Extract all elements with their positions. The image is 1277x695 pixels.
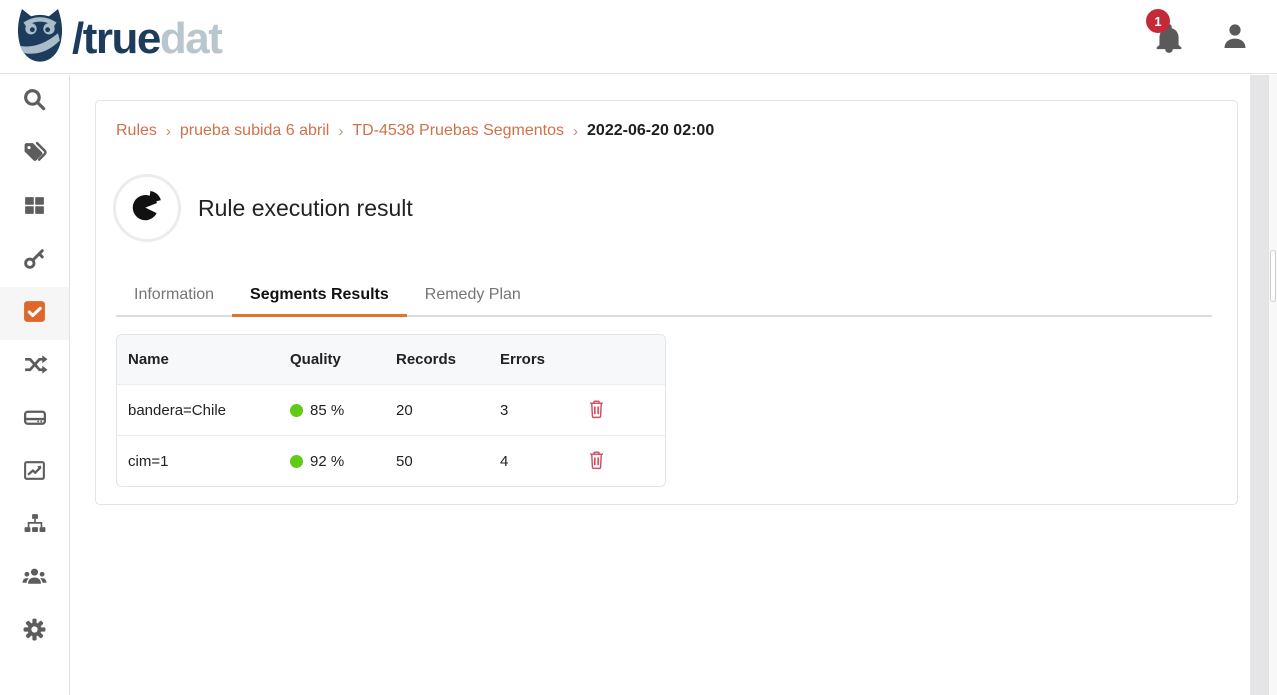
- breadcrumb-link-rule[interactable]: TD-4538 Pruebas Segmentos: [352, 122, 565, 139]
- main-content: Rules › prueba subida 6 abril › TD-4538 …: [71, 75, 1277, 695]
- breadcrumb-current-execution: 2022-06-20 02:00: [587, 122, 715, 139]
- content-gutter: [1250, 75, 1268, 695]
- errors-value: 4: [500, 452, 509, 470]
- column-header-name: Name: [128, 351, 169, 368]
- logo[interactable]: / true dat: [13, 8, 223, 69]
- quality-cell: 92 %: [279, 453, 385, 470]
- notifications-button[interactable]: 1: [1146, 9, 1186, 56]
- sidebar-item-search[interactable]: [0, 75, 69, 128]
- drive-icon: [22, 405, 48, 435]
- delete-segment-button[interactable]: [588, 398, 605, 419]
- column-header-quality: Quality: [290, 351, 341, 368]
- sidebar-item-shuffle[interactable]: [0, 340, 69, 393]
- chevron-right-icon: ›: [573, 123, 579, 140]
- brand-wordmark: / true dat: [72, 13, 223, 63]
- breadcrumb-link-group[interactable]: prueba subida 6 abril: [179, 122, 330, 139]
- bell-icon: [1152, 24, 1186, 60]
- search-icon: [22, 87, 47, 117]
- title-row: Rule execution result: [113, 174, 413, 242]
- sidebar-item-settings[interactable]: [0, 605, 69, 658]
- grid-icon: [22, 193, 47, 223]
- sidebar-item-grid[interactable]: [0, 181, 69, 234]
- owl-logo-icon: [13, 8, 67, 69]
- brand-true: true: [82, 13, 162, 63]
- quality-status-dot: [290, 454, 303, 468]
- page-title: Rule execution result: [198, 194, 413, 221]
- sidebar-item-tags[interactable]: [0, 128, 69, 181]
- table-header-row: Name Quality Records Errors: [117, 335, 665, 384]
- rule-result-card: Rules › prueba subida 6 abril › TD-4538 …: [95, 100, 1238, 505]
- delete-segment-button[interactable]: [588, 449, 605, 470]
- brand-slash: /: [72, 13, 84, 63]
- errors-value: 3: [500, 401, 509, 419]
- user-icon: [1219, 24, 1251, 56]
- quality-value: 85 %: [310, 401, 345, 419]
- users-icon: [21, 564, 48, 594]
- quality-cell: 85 %: [279, 402, 385, 419]
- tags-icon: [22, 140, 48, 170]
- notification-badge: 1: [1146, 9, 1170, 33]
- brand-dat: dat: [159, 13, 223, 63]
- table-row: bandera=Chile 85 % 20 3: [117, 384, 665, 435]
- quality-status-dot: [290, 403, 303, 417]
- rule-result-avatar: [113, 174, 181, 242]
- pie-chart-icon: [126, 185, 168, 232]
- trash-icon: [588, 450, 605, 473]
- gear-icon: [22, 617, 47, 647]
- sidebar-item-chart[interactable]: [0, 446, 69, 499]
- shuffle-icon: [22, 352, 48, 382]
- trash-icon: [588, 399, 605, 422]
- column-header-errors: Errors: [500, 351, 546, 368]
- segment-name: bandera=Chile: [128, 401, 226, 419]
- column-header-records: Records: [396, 351, 457, 368]
- sidebar-item-drive[interactable]: [0, 393, 69, 446]
- segment-name: cim=1: [128, 452, 169, 470]
- scrollbar[interactable]: [1268, 75, 1277, 695]
- chevron-right-icon: ›: [338, 123, 344, 140]
- quality-value: 92 %: [310, 452, 345, 470]
- tabs: Information Segments Results Remedy Plan: [116, 277, 1212, 317]
- scrollbar-thumb[interactable]: [1270, 250, 1276, 302]
- tab-remedy-plan[interactable]: Remedy Plan: [424, 286, 521, 303]
- sidebar-item-sitemap[interactable]: [0, 499, 69, 552]
- chart-line-icon: [22, 458, 47, 488]
- records-value: 50: [396, 452, 413, 470]
- app-header: / true dat 1: [0, 0, 1277, 74]
- sidebar: [0, 75, 70, 695]
- chevron-right-icon: ›: [165, 123, 171, 140]
- table-row: cim=1 92 % 50 4: [117, 435, 665, 486]
- breadcrumb: Rules › prueba subida 6 abril › TD-4538 …: [116, 122, 714, 140]
- user-menu-button[interactable]: [1219, 20, 1251, 52]
- sidebar-item-key[interactable]: [0, 234, 69, 287]
- segments-table: Name Quality Records Errors bandera=Chil…: [116, 334, 666, 487]
- sitemap-icon: [22, 511, 48, 541]
- sidebar-item-quality[interactable]: [0, 287, 69, 340]
- records-value: 20: [396, 401, 413, 419]
- key-icon: [22, 246, 47, 276]
- tab-information[interactable]: Information: [134, 286, 215, 303]
- sidebar-item-users[interactable]: [0, 552, 69, 605]
- check-square-icon: [22, 299, 47, 329]
- tab-segments-results[interactable]: Segments Results: [232, 277, 407, 317]
- breadcrumb-link-rules[interactable]: Rules: [116, 122, 157, 139]
